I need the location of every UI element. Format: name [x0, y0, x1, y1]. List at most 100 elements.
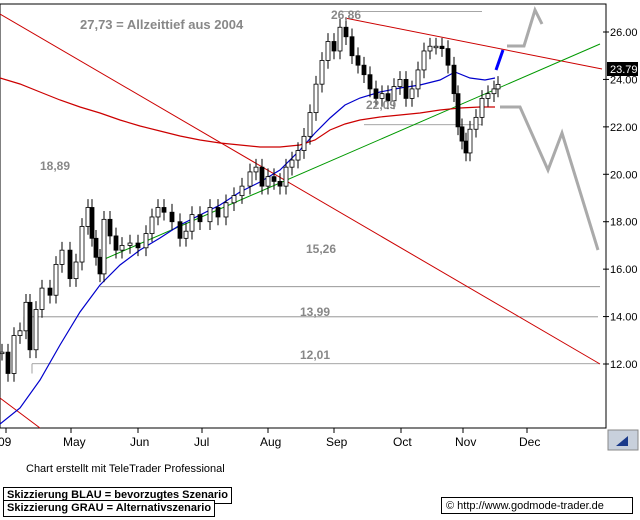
- y-tick-label: 16.00: [610, 264, 638, 276]
- price-bar-body: [73, 261, 79, 280]
- price-bar-body: [415, 69, 421, 90]
- price-bar-body: [169, 211, 175, 223]
- moving-average-long: [0, 77, 495, 148]
- annotation-1399: 13,99: [300, 305, 330, 319]
- support-line: [99, 43, 601, 262]
- price-bar-body: [149, 216, 155, 234]
- legend-gray-scenario: Skizzierung GRAU = Alternativszenario: [3, 500, 216, 517]
- price-bar-body: [301, 135, 307, 151]
- price-bar-body: [385, 93, 391, 102]
- x-tick-label: Dec: [519, 435, 540, 449]
- y-tick-label: 24.00: [610, 74, 638, 86]
- price-bar-body: [247, 171, 253, 187]
- price-bar-body: [97, 256, 103, 275]
- price-bar-body: [259, 166, 265, 187]
- price-bar-body: [463, 140, 469, 154]
- scenario-alternative-down-path: [500, 105, 600, 251]
- price-bar-body: [135, 242, 141, 249]
- price-bar-body: [67, 249, 73, 280]
- price-bar-body: [155, 207, 161, 218]
- price-bar-body: [295, 150, 301, 161]
- x-tick-label: Nov: [455, 435, 476, 449]
- price-bar-body: [331, 41, 337, 52]
- price-bar-body: [473, 116, 479, 130]
- price-bar-body: [215, 207, 221, 218]
- x-tick-label: Sep: [326, 435, 348, 449]
- price-bar-body: [455, 93, 461, 128]
- price-bar-body: [277, 180, 283, 187]
- annotation-1201: 12,01: [300, 348, 330, 362]
- price-bar-body: [391, 86, 397, 102]
- price-bar-body: [0, 351, 5, 355]
- price-bar-body: [33, 309, 39, 351]
- price-bar-body: [107, 218, 113, 237]
- source-link[interactable]: © http://www.godmode-trader.de: [441, 497, 633, 514]
- price-bar-body: [421, 50, 427, 71]
- price-bar-body: [355, 55, 361, 66]
- price-bar-body: [459, 126, 465, 142]
- price-bar-body: [79, 226, 85, 263]
- price-bar-body: [409, 88, 415, 99]
- resistance-line-upper: [344, 17, 603, 70]
- x-tick-label: Aug: [260, 435, 281, 449]
- price-bar-body: [271, 176, 277, 182]
- price-bar-body: [283, 166, 289, 187]
- price-bar-body: [265, 176, 271, 187]
- annotation-1889: 18,89: [40, 159, 70, 173]
- y-tick-label: 12.00: [610, 359, 638, 371]
- price-bar-body: [289, 159, 295, 168]
- price-bar-body: [367, 74, 373, 90]
- chart-credit: Chart erstellt mit TeleTrader Profession…: [26, 463, 225, 475]
- price-bar-body: [427, 45, 433, 52]
- price-bar-body: [197, 214, 203, 223]
- last-price-badge: [607, 62, 638, 76]
- scroll-button[interactable]: [607, 429, 639, 451]
- price-bar-body: [183, 230, 189, 239]
- scenario-sketches: [494, 5, 600, 251]
- price-bar-body: [161, 207, 167, 213]
- price-bar-body: [337, 26, 343, 52]
- annotation-1526: 15,26: [306, 242, 336, 256]
- price-bar-body: [27, 301, 33, 351]
- price-bar-body: [479, 98, 485, 118]
- price-bar-body: [189, 214, 195, 232]
- price-bar-body: [53, 263, 59, 296]
- price-bar-body: [5, 351, 11, 374]
- price-bar-body: [47, 287, 53, 296]
- scenario-alternative-up-path: [507, 5, 544, 48]
- price-bar-body: [177, 221, 183, 239]
- price-bar-body: [373, 88, 379, 99]
- price-bar-body: [101, 218, 107, 275]
- price-bar-body: [239, 185, 245, 197]
- y-tick-label: 18.00: [610, 217, 638, 229]
- scenario-preferred-path: [494, 49, 505, 71]
- annotation-2209: 22,09: [366, 98, 396, 112]
- price-bar-body: [113, 235, 119, 251]
- x-tick-label: Oct: [393, 435, 412, 449]
- price-bar-body: [307, 112, 313, 137]
- price-bar-body: [403, 79, 409, 99]
- price-bar-body: [451, 64, 457, 95]
- price-bar-body: [127, 242, 133, 246]
- trend-lines: [0, 13, 603, 429]
- price-bar-body: [85, 207, 91, 227]
- y-axis-ticks: 12.00 14.00 16.00 18.00 20.00 22.00 24.00 26.00: [603, 27, 638, 371]
- y-tick-label: 20.00: [610, 169, 638, 181]
- price-bar-body: [349, 36, 355, 57]
- price-bar-body: [207, 207, 213, 223]
- scroll-arrow-icon: [616, 436, 628, 446]
- candles: [0, 18, 501, 382]
- price-bar-body: [485, 93, 491, 99]
- legend-blue-scenario: Skizzierung BLAU = bevorzugtes Szenario: [3, 487, 232, 504]
- price-bar-body: [319, 60, 325, 85]
- price-bar-body: [467, 128, 473, 154]
- price-bar-body: [433, 45, 439, 49]
- price-bar-body: [361, 64, 367, 76]
- y-tick-label: 14.00: [610, 312, 638, 324]
- price-bar-body: [89, 207, 95, 239]
- price-bar-body: [439, 45, 445, 50]
- price-bar-body: [495, 84, 501, 90]
- moving-average-short: [0, 71, 496, 425]
- x-tick-label: 09: [0, 435, 12, 449]
- price-bar-body: [491, 88, 497, 95]
